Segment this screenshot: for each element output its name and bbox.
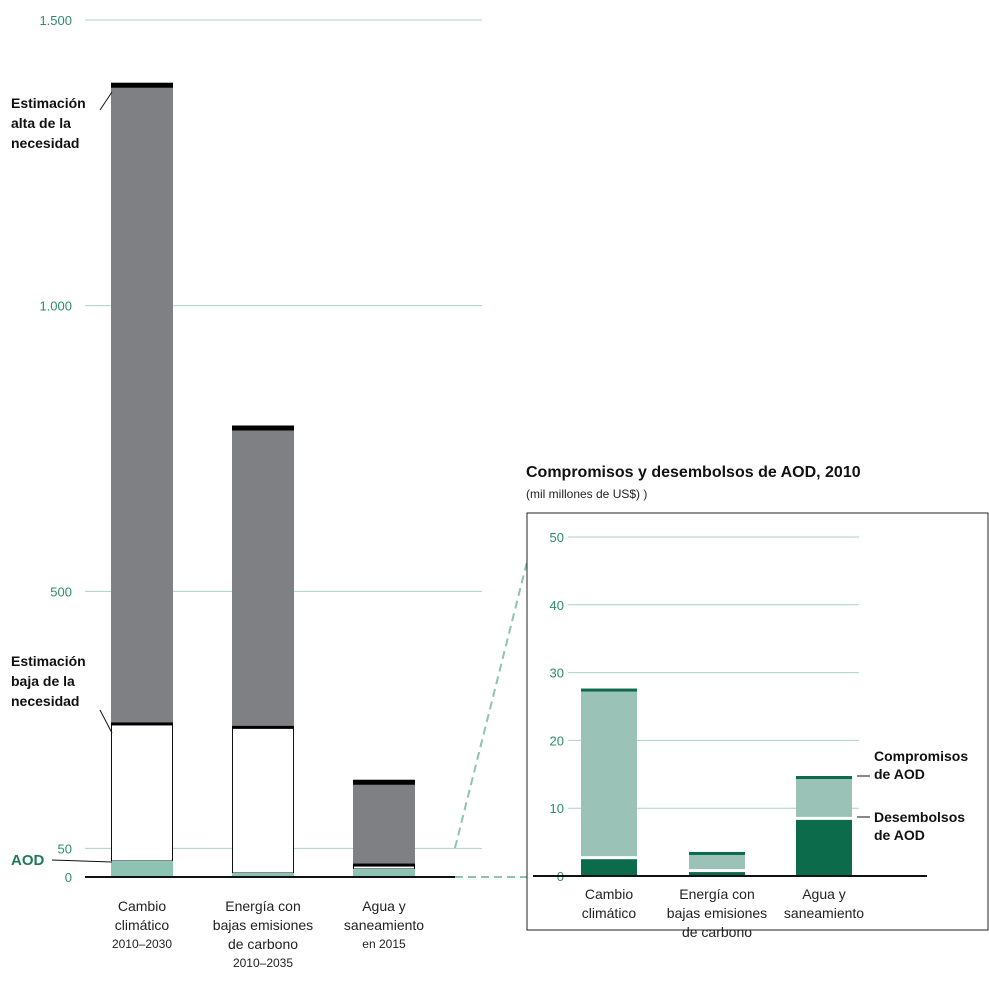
inset-category-label: Cambio [585,886,633,902]
main-y-tick-labels: 0 50 500 1.000 1.500 [39,13,72,885]
inset-y-tick-label: 40 [550,598,564,613]
y-tick-label: 50 [58,841,72,856]
annotation-commitments: de AOD [874,766,925,782]
bar-high-cap [232,425,294,431]
inset-bar-commitments-cap [796,776,852,780]
bar-high-estimate [353,782,415,866]
category-period: 2010–2035 [233,956,293,970]
annotation-disbursements: de AOD [874,827,925,843]
main-bars [111,82,415,877]
y-tick-label: 500 [50,584,72,599]
inset-y-tick-label: 50 [550,530,564,545]
annotation-aod-leader [51,859,113,863]
inset-category-label: bajas emisiones [667,905,767,921]
inset-y-tick-label: 30 [550,666,564,681]
inset-category-label: de carbono [682,924,752,940]
inset-y-tick-label: 20 [550,733,564,748]
category-label: climático [115,917,170,933]
bar-aod [353,869,415,877]
category-label: bajas emisiones [213,917,313,933]
annotation-aod: AOD [11,852,45,869]
annotation-low-leader [99,709,113,734]
category-period: 2010–2030 [112,937,172,951]
bar-high-estimate [111,85,173,725]
bar-high-cap [353,779,415,785]
inset-bar-disbursements [581,857,637,876]
inset-bar-disbursements-edge [581,856,637,860]
inset-category-labels: Cambio climático Energía con bajas emisione… [582,886,865,940]
bar-aod [111,861,173,877]
y-tick-label: 1.000 [39,299,72,314]
annotation-high-leader [99,91,113,111]
inset-y-tick-label: 10 [550,801,564,816]
inset-bar-disbursements [689,870,745,876]
y-tick-label: 0 [65,870,72,885]
bar-low-cap [232,725,294,729]
inset-category-label: Energía con [679,886,755,902]
inset-bar-disbursements-edge [796,816,852,820]
bar-aod [232,873,294,877]
inset-bar-disbursements-edge [689,869,745,873]
inset-bar-commitments-cap [581,688,637,692]
bar-low-cap [353,863,415,867]
category-label: Energía con [225,898,301,914]
bar-high-estimate [232,428,294,728]
category-period: en 2015 [362,937,406,951]
y-tick-label: 1.500 [39,13,72,28]
inset-bar-commitments-cap [689,851,745,855]
inset-subtitle: (mil millones de US$) ) [526,487,647,501]
inset-category-label: Agua y [802,886,846,902]
zoom-connector-lines [454,537,534,878]
annotation-low-estimate: Estimación [11,653,86,669]
bar-low-cap [111,722,173,726]
inset-annotations: Compromisos de AOD Desembolsos de AOD [857,748,968,843]
main-annotations: Estimación alta de la necesidad Estimación b… [11,91,113,869]
connector-top [454,537,534,849]
category-label: Cambio [118,898,166,914]
bar-low-estimate [111,723,173,862]
inset-title: Compromisos y desembolsos de AOD, 2010 [526,464,861,481]
inset-bars [581,688,852,876]
annotation-low-estimate: necesidad [11,693,79,709]
inset-bar-commitments [581,689,637,876]
bar-low-estimate [232,727,294,874]
annotation-disbursements: Desembolsos [874,809,965,825]
category-label: de carbono [228,936,298,952]
annotation-commitments: Compromisos [874,748,968,764]
bar-high-cap [111,82,173,88]
annotation-high-estimate: necesidad [11,135,79,151]
annotation-high-estimate: alta de la [11,115,71,131]
annotation-low-estimate: baja de la [11,673,75,689]
annotation-high-estimate: Estimación [11,95,86,111]
inset-bar-disbursements [796,818,852,876]
inset-category-label: climático [582,905,637,921]
inset-category-label: saneamiento [784,905,864,921]
category-label: Agua y [362,898,406,914]
main-category-labels: Cambio climático 2010–2030 Energía con bajas… [112,898,424,970]
category-label: saneamiento [344,917,424,933]
